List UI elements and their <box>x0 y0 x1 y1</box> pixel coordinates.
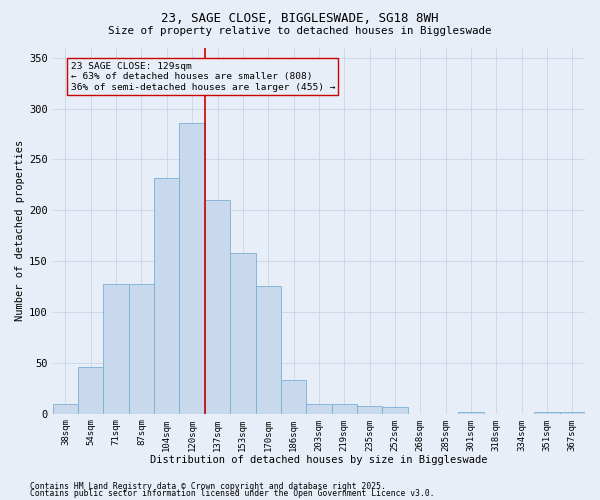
Bar <box>256 286 281 414</box>
Bar <box>281 380 306 414</box>
X-axis label: Distribution of detached houses by size in Biggleswade: Distribution of detached houses by size … <box>150 455 488 465</box>
Bar <box>535 412 560 414</box>
Bar <box>103 284 129 414</box>
Text: 23, SAGE CLOSE, BIGGLESWADE, SG18 8WH: 23, SAGE CLOSE, BIGGLESWADE, SG18 8WH <box>161 12 439 26</box>
Text: Contains HM Land Registry data © Crown copyright and database right 2025.: Contains HM Land Registry data © Crown c… <box>30 482 386 491</box>
Bar <box>230 253 256 414</box>
Bar <box>53 404 78 413</box>
Bar <box>78 367 103 414</box>
Bar <box>179 123 205 414</box>
Bar <box>154 178 179 414</box>
Bar <box>357 406 382 413</box>
Text: 23 SAGE CLOSE: 129sqm
← 63% of detached houses are smaller (808)
36% of semi-det: 23 SAGE CLOSE: 129sqm ← 63% of detached … <box>71 62 335 92</box>
Bar <box>205 200 230 414</box>
Bar <box>306 404 332 413</box>
Bar <box>458 412 484 414</box>
Bar <box>560 412 585 414</box>
Bar <box>382 406 407 414</box>
Bar <box>332 404 357 413</box>
Bar <box>129 284 154 414</box>
Text: Contains public sector information licensed under the Open Government Licence v3: Contains public sector information licen… <box>30 490 434 498</box>
Text: Size of property relative to detached houses in Biggleswade: Size of property relative to detached ho… <box>108 26 492 36</box>
Y-axis label: Number of detached properties: Number of detached properties <box>15 140 25 321</box>
